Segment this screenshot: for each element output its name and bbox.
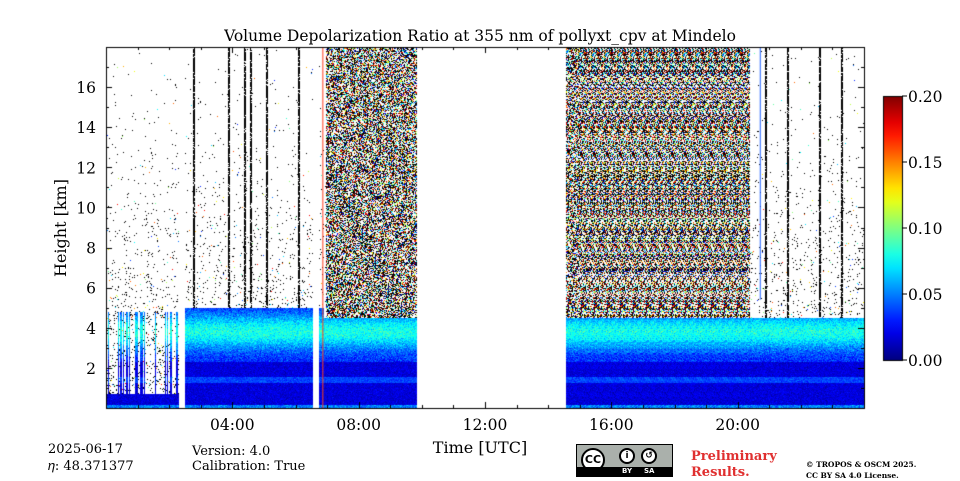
cc-license-badge: CC i ↺ BY SA <box>576 444 673 477</box>
y-tick-label: 16 <box>76 79 96 97</box>
x-axis-label: Time [UTC] <box>433 438 527 457</box>
x-tick-label: 08:00 <box>336 416 381 434</box>
cc-sa-label: SA <box>644 467 655 475</box>
by-attribution-icon: i <box>619 448 635 464</box>
colorbar-tick-label: 0.00 <box>908 352 943 370</box>
y-axis-label: Height [km] <box>51 179 70 277</box>
x-tick-label: 12:00 <box>463 416 508 434</box>
x-tick-label: 04:00 <box>210 416 255 434</box>
x-tick-label: 16:00 <box>589 416 634 434</box>
copyright-note: © TROPOS & OSCM 2025. CC BY SA 4.0 Licen… <box>806 460 917 480</box>
cc-label-strip <box>577 467 672 476</box>
y-tick-label: 6 <box>86 280 96 298</box>
chart-title: Volume Depolarization Ratio at 355 nm of… <box>223 27 736 45</box>
y-tick-label: 10 <box>76 199 96 217</box>
colorbar-tick-label: 0.10 <box>908 220 943 238</box>
colorbar-tick-label: 0.20 <box>908 88 943 106</box>
cc-by-label: BY <box>622 467 633 475</box>
y-tick-label: 8 <box>86 240 96 258</box>
preliminary-results-note: Preliminary Results. <box>691 449 777 480</box>
y-tick-label: 4 <box>86 320 96 338</box>
footer-version: Version: 4.0 <box>192 444 271 459</box>
y-tick-label: 14 <box>76 119 96 137</box>
footer-date: 2025-06-17 <box>48 442 123 457</box>
y-tick-label: 12 <box>76 159 96 177</box>
colorbar-tick-label: 0.15 <box>908 154 943 172</box>
x-tick-label: 20:00 <box>715 416 760 434</box>
colorbar-tick-label: 0.05 <box>908 286 943 304</box>
y-tick-label: 2 <box>86 360 96 378</box>
sa-share-alike-icon: ↺ <box>641 448 657 464</box>
footer-calibration: Calibration: True <box>192 459 306 474</box>
footer-eta: 𝜂: 48.371377 <box>48 459 134 474</box>
